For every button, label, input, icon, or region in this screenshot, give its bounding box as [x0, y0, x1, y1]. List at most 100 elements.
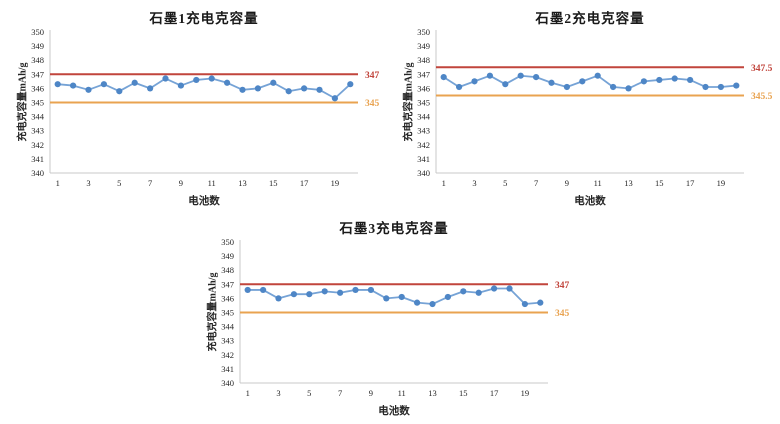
data-point — [506, 285, 513, 292]
data-point — [537, 299, 544, 306]
x-tick-label: 11 — [594, 178, 602, 188]
x-tick-label: 17 — [490, 388, 499, 398]
y-tick-label: 350 — [221, 237, 234, 247]
data-point — [367, 286, 374, 294]
data-point — [717, 83, 724, 91]
x-tick-label: 11 — [398, 388, 406, 398]
data-point — [270, 79, 277, 86]
data-point — [414, 299, 421, 306]
lower-limit-label: 345.5 — [751, 92, 773, 102]
y-tick-label: 345 — [417, 98, 430, 108]
data-point — [563, 83, 570, 91]
data-point — [301, 85, 308, 92]
x-tick-label: 17 — [300, 178, 309, 188]
y-tick-label: 347 — [417, 69, 430, 79]
data-point — [100, 81, 107, 88]
x-tick-label: 7 — [338, 388, 342, 398]
y-tick-label: 348 — [221, 265, 234, 275]
x-tick-label: 9 — [369, 388, 373, 398]
y-tick-label: 340 — [221, 378, 234, 388]
data-point — [347, 81, 354, 88]
data-point — [321, 288, 328, 295]
y-tick-label: 350 — [417, 27, 430, 37]
y-tick-label: 345 — [221, 308, 234, 318]
y-tick-label: 343 — [221, 336, 234, 346]
data-point — [85, 86, 92, 93]
data-point — [352, 286, 359, 294]
x-tick-label: 3 — [86, 178, 90, 188]
data-point — [471, 78, 478, 85]
chart-graphite-1: 石墨1充电克容量 充电克容量mAh/g 340 341 342 343 344 345 34… — [6, 2, 388, 212]
data-point — [594, 72, 601, 79]
data-point — [285, 88, 292, 95]
data-point — [456, 83, 463, 91]
data-point — [162, 75, 169, 82]
chart-graphite-3: 石墨3充电克容量 充电克容量mAh/g 340 341 342 343 344 345 34… — [196, 212, 578, 422]
x-axis-title: 电池数 — [188, 196, 220, 207]
data-point — [254, 85, 261, 92]
x-tick-label: 3 — [472, 178, 476, 188]
data-point — [244, 286, 251, 294]
data-point — [429, 300, 436, 308]
upper-limit-label: 347.5 — [751, 64, 773, 74]
y-tick-label: 348 — [31, 55, 44, 65]
y-tick-label: 345 — [31, 98, 44, 108]
data-point — [671, 75, 678, 82]
x-tick-label: 15 — [269, 178, 278, 188]
upper-limit-label: 347 — [555, 281, 570, 291]
y-tick-label: 342 — [417, 140, 430, 150]
y-tick-label: 349 — [31, 41, 44, 51]
data-point — [398, 293, 405, 301]
data-point — [147, 85, 154, 92]
data-point — [517, 72, 524, 79]
data-point — [316, 86, 323, 93]
data-point — [579, 78, 586, 85]
x-axis-title: 电池数 — [574, 196, 606, 207]
data-point — [275, 295, 282, 302]
y-tick-label: 347 — [31, 69, 44, 79]
y-tick-label: 349 — [417, 41, 430, 51]
series-line — [247, 287, 541, 305]
data-point — [486, 72, 493, 79]
x-tick-label: 13 — [428, 388, 437, 398]
x-tick-label: 5 — [117, 178, 121, 188]
data-point — [460, 288, 467, 295]
data-point — [491, 285, 498, 292]
y-tick-label: 342 — [221, 350, 234, 360]
y-tick-label: 344 — [417, 112, 431, 122]
data-point — [260, 286, 267, 294]
x-tick-label: 15 — [459, 388, 468, 398]
y-tick-label: 341 — [417, 154, 430, 164]
chart-title: 石墨3充电克容量 — [339, 221, 449, 236]
y-tick-label: 348 — [417, 55, 430, 65]
data-point — [687, 76, 694, 84]
y-tick-label: 347 — [221, 279, 234, 289]
upper-limit-label: 347 — [365, 71, 380, 81]
data-point — [440, 74, 447, 81]
data-point — [131, 79, 138, 86]
x-tick-label: 5 — [503, 178, 507, 188]
y-tick-label: 340 — [417, 168, 430, 178]
x-tick-label: 1 — [442, 178, 446, 188]
y-tick-label: 344 — [31, 112, 45, 122]
x-tick-label: 15 — [655, 178, 664, 188]
x-tick-label: 17 — [686, 178, 695, 188]
data-point — [610, 83, 617, 91]
data-point — [290, 291, 297, 298]
x-tick-label: 5 — [307, 388, 311, 398]
data-point — [702, 83, 709, 91]
data-point — [224, 79, 231, 86]
x-tick-label: 11 — [208, 178, 216, 188]
data-point — [656, 76, 663, 84]
data-point — [70, 82, 77, 89]
data-point — [337, 289, 344, 296]
y-tick-label: 343 — [31, 126, 44, 136]
y-tick-label: 344 — [221, 322, 235, 332]
x-tick-label: 7 — [148, 178, 152, 188]
x-tick-label: 13 — [238, 178, 247, 188]
y-tick-label: 340 — [31, 168, 44, 178]
